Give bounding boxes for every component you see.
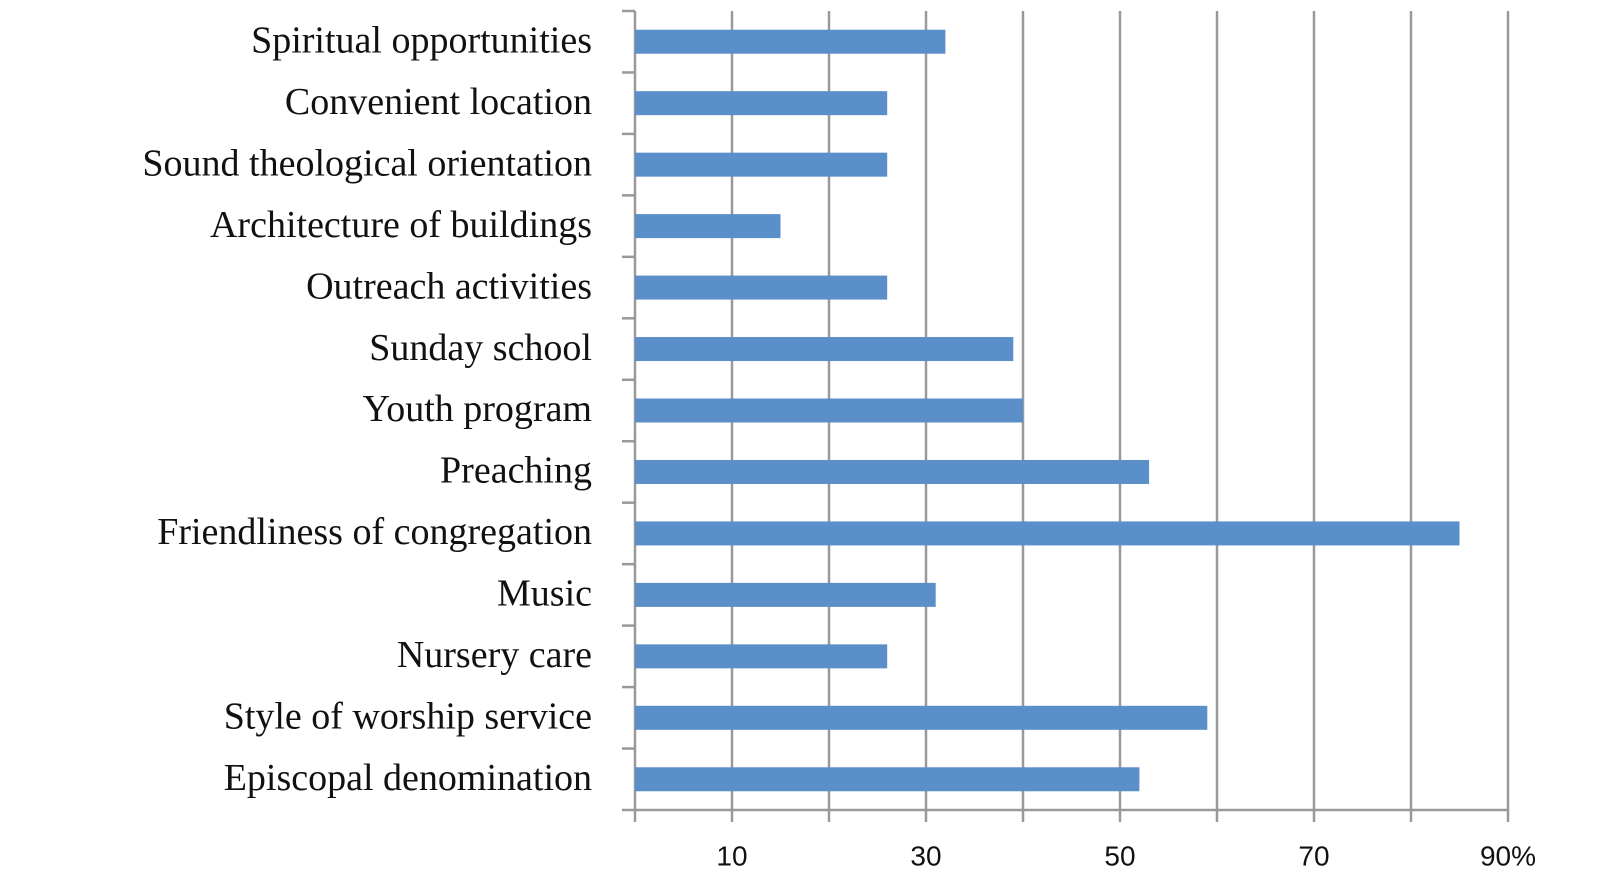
x-tick-label: 30 xyxy=(910,840,941,871)
bar xyxy=(635,644,888,669)
y-tick-label: Style of worship service xyxy=(224,696,592,738)
bar xyxy=(635,152,888,177)
bar xyxy=(635,91,888,116)
bar xyxy=(635,459,1150,484)
y-tick-label: Sound theological orientation xyxy=(142,142,592,184)
y-tick-label: Friendliness of congregation xyxy=(157,511,592,553)
y-tick-label: Outreach activities xyxy=(306,265,592,307)
y-tick-label: Convenient location xyxy=(285,81,592,123)
y-tick-label: Sunday school xyxy=(369,327,592,369)
bar xyxy=(635,275,888,300)
y-tick-label: Spiritual opportunities xyxy=(251,19,592,61)
y-tick-label: Youth program xyxy=(363,388,592,430)
bar xyxy=(635,582,936,607)
y-tick-label: Architecture of buildings xyxy=(210,204,592,246)
x-tick-label: 70 xyxy=(1298,840,1329,871)
y-tick-label: Music xyxy=(497,573,592,615)
y-tick-label: Preaching xyxy=(440,450,592,492)
bar xyxy=(635,521,1460,546)
bar xyxy=(635,214,781,239)
x-tick-label: 10 xyxy=(716,840,747,871)
bar xyxy=(635,337,1014,362)
x-tick-label: 50 xyxy=(1104,840,1135,871)
y-tick-label: Nursery care xyxy=(397,634,592,676)
bar xyxy=(635,29,946,54)
bar xyxy=(635,705,1208,730)
bar xyxy=(635,767,1140,792)
bar xyxy=(635,398,1023,423)
x-tick-label: 90% xyxy=(1480,840,1536,871)
y-tick-label: Episcopal denomination xyxy=(224,757,592,799)
